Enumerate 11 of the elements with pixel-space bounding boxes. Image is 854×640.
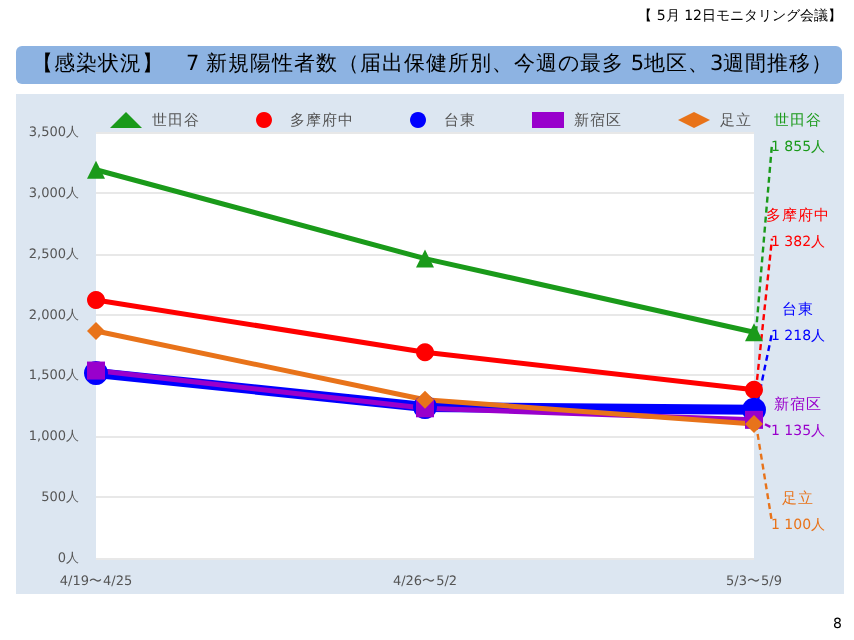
point — [416, 390, 434, 409]
point — [416, 343, 434, 362]
point — [745, 323, 763, 342]
point — [416, 249, 434, 268]
point — [87, 361, 105, 380]
point — [87, 290, 105, 309]
point — [87, 322, 105, 340]
point — [745, 380, 763, 399]
chart-title: 【感染状況】 7 新規陽性者数（届出保健所別、今週の最多 5地区、3週間推移） — [16, 46, 842, 84]
point — [745, 415, 763, 434]
point — [87, 160, 105, 179]
